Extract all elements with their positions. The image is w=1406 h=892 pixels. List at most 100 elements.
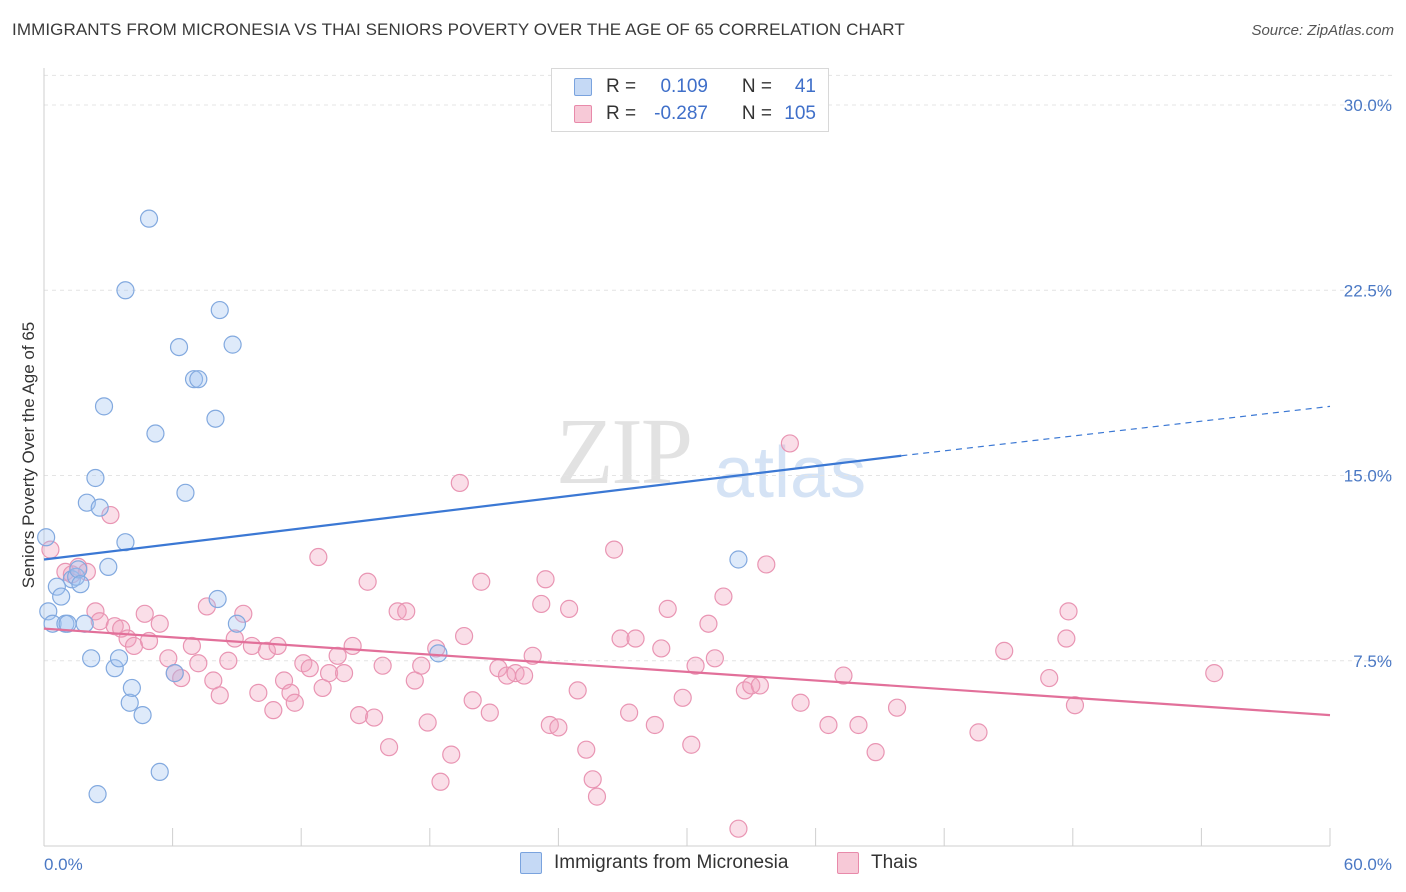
thais-point <box>673 688 692 707</box>
thais-point <box>686 656 705 675</box>
thais-point <box>472 572 491 591</box>
thais-point <box>705 649 724 668</box>
thais-point <box>549 718 568 737</box>
n-value-thais: 105 <box>784 103 816 124</box>
micronesia-point <box>116 281 135 300</box>
legend-row-micronesia: R = 0.109 N = 41 <box>552 74 816 100</box>
y-tick-label: 7.5% <box>1353 652 1392 671</box>
thais-point <box>135 604 154 623</box>
thais-point <box>242 636 262 656</box>
r-label: R = <box>606 103 637 124</box>
chart-title: IMMIGRANTS FROM MICRONESIA VS THAI SENIO… <box>12 20 905 39</box>
y-tick-label: 22.5% <box>1344 281 1392 300</box>
y-axis-label: Seniors Poverty Over the Age of 65 <box>19 322 38 588</box>
thais-point <box>515 666 534 685</box>
thais-point <box>234 604 253 623</box>
thais-point <box>757 555 776 574</box>
micronesia-point <box>223 335 242 354</box>
thais-point <box>887 698 907 717</box>
thais-point <box>645 715 664 735</box>
trend-lines <box>43 405 1331 717</box>
thais-point <box>219 651 238 670</box>
micronesia-point <box>105 659 124 678</box>
micronesia-point <box>150 762 169 782</box>
source-note: Source: ZipAtlas.com <box>1251 22 1394 39</box>
thais-point <box>577 740 596 759</box>
micronesia-legend-swatch <box>520 852 542 874</box>
micronesia-point <box>52 587 71 606</box>
thais-point <box>150 614 169 633</box>
thais-point <box>418 713 437 732</box>
thais-point <box>1059 602 1078 621</box>
r-value-thais: -0.287 <box>654 103 708 124</box>
thais-point <box>658 599 677 618</box>
thais-point <box>309 547 328 567</box>
legend-row-thais: R = -0.287 N = 105 <box>552 101 816 127</box>
thais-point <box>652 639 671 658</box>
micronesia-legend-label: Immigrants from Micronesia <box>554 852 789 873</box>
thais-point <box>249 683 268 702</box>
tick-labels: 7.5% 15.0% 22.5% 30.0% 0.0% 60.0% <box>44 96 1392 874</box>
micronesia-trend-line <box>43 454 902 561</box>
micronesia-point <box>169 337 189 357</box>
axes <box>43 68 1331 847</box>
thais-point <box>1040 668 1059 688</box>
thais-point <box>197 597 216 616</box>
watermark-zip: ZIP <box>556 400 693 504</box>
thais-point <box>124 636 144 656</box>
y-tick-label: 15.0% <box>1344 467 1392 486</box>
legend-item-micronesia: Immigrants from Micronesia <box>520 852 788 874</box>
thais-legend-label: Thais <box>871 852 918 873</box>
thais-point <box>866 743 885 762</box>
grid-lines <box>44 74 1392 662</box>
thais-point <box>605 540 624 559</box>
y-tick-label: 30.0% <box>1344 96 1392 115</box>
thais-point <box>568 681 587 700</box>
thais-point <box>300 659 319 678</box>
legend-item-thais: Thais <box>837 852 917 874</box>
thais-point <box>834 666 853 685</box>
thais-point <box>189 654 208 673</box>
thais-point <box>995 641 1014 660</box>
thais-point <box>969 723 988 742</box>
thais-point <box>373 656 392 675</box>
thais-point <box>319 664 339 683</box>
thais-point <box>412 656 431 675</box>
thais-point <box>182 636 201 656</box>
thais-point <box>349 705 369 725</box>
micronesia-trend-extension <box>901 405 1331 457</box>
micronesia-point <box>69 560 88 579</box>
thais-point <box>611 629 630 648</box>
micronesia-point <box>109 649 129 668</box>
correlation-legend: R = 0.109 N = 41 R = -0.287 N = 105 <box>551 68 829 132</box>
micronesia-points <box>37 209 748 804</box>
thais-point <box>1205 664 1224 683</box>
micronesia-point <box>208 589 227 609</box>
thais-point <box>849 715 868 735</box>
thais-point <box>268 636 287 656</box>
thais-point <box>780 434 799 453</box>
thais-point <box>480 703 499 722</box>
thais-point <box>714 587 733 606</box>
micronesia-swatch <box>574 78 592 96</box>
micronesia-point <box>133 705 152 725</box>
n-label: N = <box>741 76 772 97</box>
thais-point <box>281 683 300 702</box>
micronesia-point <box>189 370 208 389</box>
micronesia-point <box>71 575 90 594</box>
micronesia-point <box>227 614 246 633</box>
thais-point <box>682 735 701 754</box>
n-label: N = <box>741 103 772 124</box>
thais-point <box>431 772 450 791</box>
thais-point <box>699 614 718 633</box>
thais-point <box>454 626 474 646</box>
thais-point <box>729 819 748 838</box>
thais-swatch <box>574 105 592 123</box>
micronesia-point <box>146 424 165 443</box>
thais-point <box>819 715 838 735</box>
thais-point <box>257 641 277 660</box>
thais-point <box>343 636 362 656</box>
thais-point <box>285 693 304 712</box>
thais-point <box>583 770 602 789</box>
